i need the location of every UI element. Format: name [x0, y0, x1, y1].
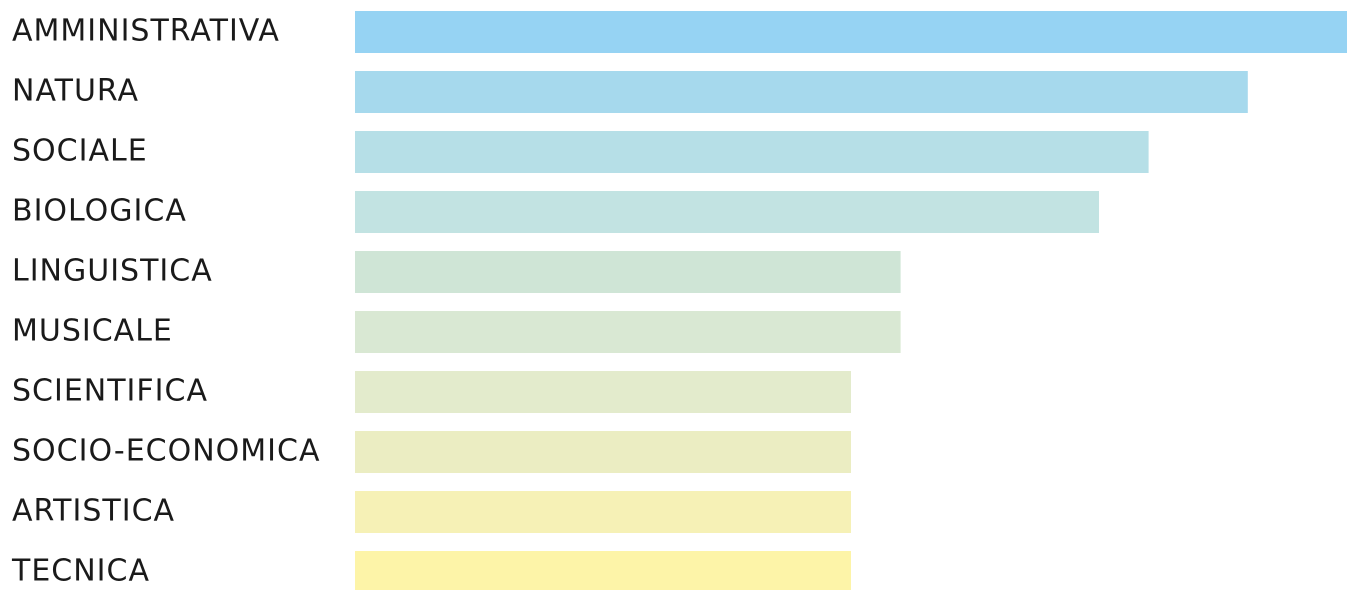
- category-label: LINGUISTICA: [12, 254, 213, 289]
- bar: [355, 251, 901, 293]
- bar: [355, 191, 1099, 233]
- category-label: BIOLOGICA: [12, 194, 187, 229]
- bar: [355, 131, 1149, 173]
- category-label: AMMINISTRATIVA: [12, 14, 280, 49]
- bar: [355, 491, 851, 533]
- category-label: ARTISTICA: [12, 494, 175, 529]
- category-labels: AMMINISTRATIVA NATURA SOCIALE BIOLOGICA LING…: [11, 14, 321, 589]
- category-label: SCIENTIFICA: [12, 374, 208, 409]
- bar: [355, 551, 851, 590]
- bars: [355, 11, 1347, 590]
- bar: [355, 311, 901, 353]
- category-label: SOCIO-ECONOMICA: [12, 434, 321, 469]
- bar: [355, 71, 1248, 113]
- bar: [355, 431, 851, 473]
- category-label: MUSICALE: [12, 314, 173, 349]
- category-label: NATURA: [12, 74, 139, 109]
- bar: [355, 371, 851, 413]
- category-label: TECNICA: [11, 554, 150, 589]
- category-label: SOCIALE: [12, 134, 148, 169]
- bar: [355, 11, 1347, 53]
